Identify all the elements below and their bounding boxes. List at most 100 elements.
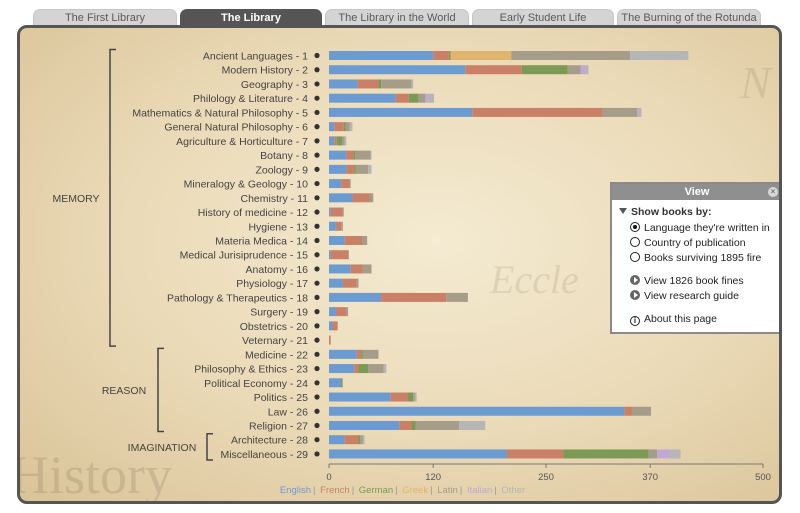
bar-segment-latin[interactable] [361,235,368,245]
bar-segment-latin[interactable] [355,164,369,174]
bar-segment-latin[interactable] [368,364,384,374]
bar-segment-german[interactable] [563,449,649,459]
bar-segment-french[interactable] [472,107,603,117]
bar-segment-other[interactable] [370,150,372,160]
bar-segment-latin[interactable] [345,122,350,132]
bar-segment-latin[interactable] [602,107,638,117]
bar-segment-english[interactable] [329,107,473,117]
bar-segment-english[interactable] [329,65,466,75]
bar-segment-french[interactable] [334,136,337,146]
bar-segment-other[interactable] [585,65,589,75]
bar-segment-french[interactable] [357,79,379,89]
bar-segment-french[interactable] [433,51,449,60]
show-books-by-toggle[interactable]: Show books by: [619,206,712,218]
bar-segment-english[interactable] [329,420,400,430]
bar-segment-german[interactable] [341,378,343,388]
bar-segment-english[interactable] [329,51,434,60]
bar-segment-german[interactable] [353,150,356,160]
bar-segment-english[interactable] [329,207,331,217]
bar-segment-english[interactable] [329,150,347,160]
bar-segment-german[interactable] [369,193,371,203]
bar-segment-latin[interactable] [355,150,371,160]
bar-segment-english[interactable] [329,136,335,146]
tab-the-library[interactable]: The Library [180,9,322,26]
bar-segment-latin[interactable] [511,51,631,60]
tab-the-first-library[interactable]: The First Library [33,9,177,26]
bar-segment-english[interactable] [329,278,343,288]
bar-segment-english[interactable] [329,307,336,317]
bar-segment-english[interactable] [329,250,331,260]
bar-segment-english[interactable] [329,93,396,103]
bar-segment-french[interactable] [335,307,347,317]
bar-segment-german[interactable] [358,435,361,445]
bar-segment-english[interactable] [329,79,358,89]
bar-segment-latin[interactable] [413,392,415,402]
bar-segment-german[interactable] [407,392,414,402]
bar-segment-french[interactable] [399,420,412,430]
bar-segment-french[interactable] [465,65,522,75]
bar-segment-french[interactable] [381,292,447,302]
bar-segment-english[interactable] [329,193,353,203]
bar-segment-other[interactable] [344,136,347,146]
bar-segment-french[interactable] [342,278,357,288]
bar-segment-other[interactable] [637,107,642,117]
bar-segment-latin[interactable] [356,278,359,288]
bar-segment-french[interactable] [335,221,342,231]
bar-segment-english[interactable] [329,435,345,445]
bar-segment-english[interactable] [329,292,382,302]
tab-early-student-life[interactable]: Early Student Life [472,9,614,26]
bar-segment-other[interactable] [349,122,353,132]
bar-segment-english[interactable] [329,122,335,132]
bar-segment-german[interactable] [521,65,568,75]
bar-segment-french[interactable] [346,150,354,160]
bar-segment-english[interactable] [329,179,342,189]
bar-segment-english[interactable] [329,364,355,374]
bar-segment-french[interactable] [395,93,409,103]
bar-segment-latin[interactable] [342,378,343,388]
bar-segment-german[interactable] [408,93,419,103]
bar-segment-french[interactable] [346,164,355,174]
bar-segment-french[interactable] [332,321,338,331]
bar-segment-latin[interactable] [418,93,426,103]
bar-segment-other[interactable] [414,392,417,402]
bar-segment-german[interactable] [343,122,346,132]
bar-segment-latin[interactable] [362,264,372,274]
bar-segment-latin[interactable] [648,449,658,459]
bar-segment-other[interactable] [630,51,689,60]
bar-segment-italian[interactable] [657,449,671,459]
bar-segment-english[interactable] [329,378,342,388]
bar-segment-latin[interactable] [348,179,351,189]
radio-icon[interactable] [630,237,640,247]
bar-segment-german[interactable] [378,79,382,89]
bar-segment-french[interactable] [354,364,359,374]
bar-segment-italian[interactable] [425,93,429,103]
option-surviving[interactable]: Books surviving 1895 fire [630,252,761,264]
bar-segment-english[interactable] [329,321,333,331]
bar-segment-french[interactable] [330,250,349,260]
bar-segment-french[interactable] [344,435,359,445]
bar-segment-latin[interactable] [631,406,652,416]
bar-segment-other[interactable] [383,364,387,374]
bar-segment-french[interactable] [344,235,362,245]
bar-segment-german[interactable] [354,164,356,174]
bar-segment-english[interactable] [329,264,351,274]
bar-segment-latin[interactable] [362,349,379,359]
bar-segment-french[interactable] [390,392,408,402]
bar-segment-french[interactable] [329,335,331,345]
bar-segment-latin[interactable] [381,79,412,89]
bar-segment-latin[interactable] [348,250,349,260]
tab-the-library-in-the-world[interactable]: The Library in the World [325,9,469,26]
bar-segment-english[interactable] [329,235,345,245]
bar-segment-other[interactable] [368,164,372,174]
bar-segment-latin[interactable] [341,221,343,231]
option-country[interactable]: Country of publication [630,237,746,249]
bar-segment-latin[interactable] [446,292,468,302]
bar-segment-english[interactable] [329,349,357,359]
bar-segment-english[interactable] [329,392,391,402]
bar-segment-french[interactable] [506,449,564,459]
bar-segment-german[interactable] [411,420,416,430]
bar-segment-german[interactable] [361,349,363,359]
option-language[interactable]: Language they're written in [630,222,770,234]
bar-segment-french[interactable] [350,264,363,274]
link-about-page[interactable]: i About this page [630,313,717,326]
